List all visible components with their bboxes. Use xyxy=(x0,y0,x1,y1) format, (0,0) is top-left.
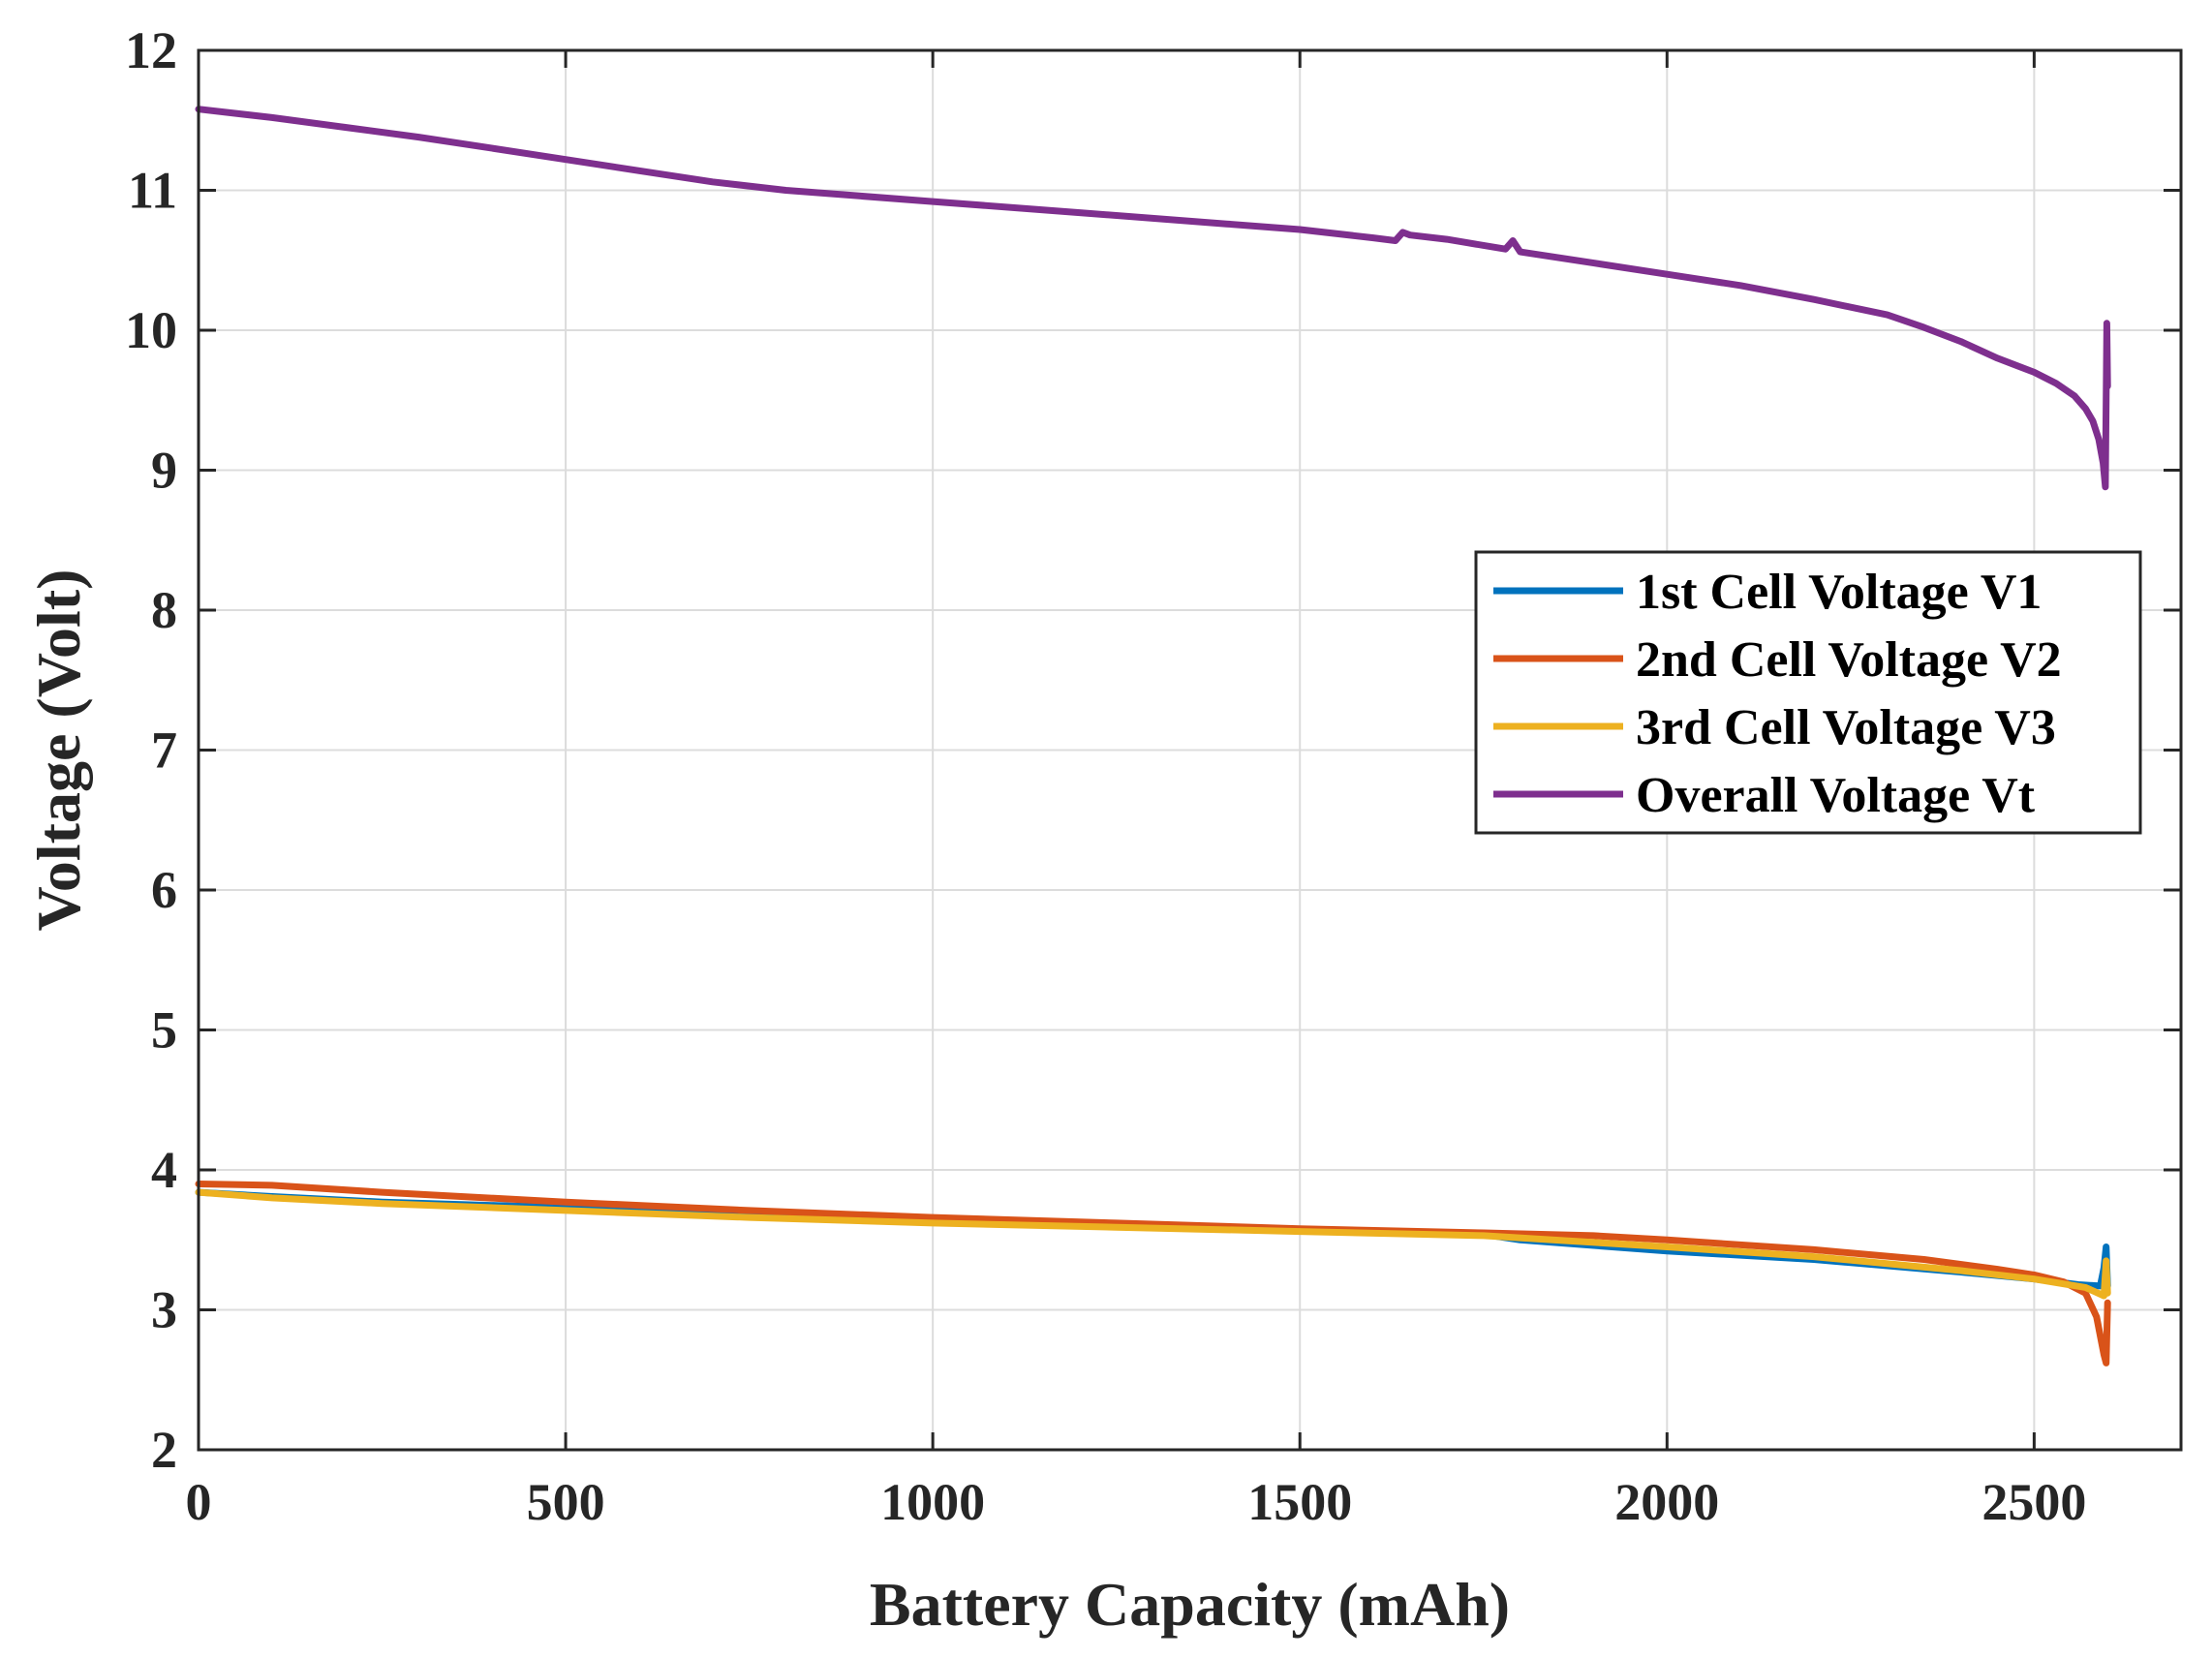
x-tick-label: 2500 xyxy=(1982,1473,2086,1531)
y-tick-label: 12 xyxy=(125,21,177,79)
y-tick-label: 8 xyxy=(151,581,177,639)
y-tick-label: 3 xyxy=(151,1281,177,1339)
y-tick-label: 7 xyxy=(151,722,177,780)
y-tick-label: 6 xyxy=(151,861,177,919)
ticks-layer: 0 500 1000 1500 2000 2500 2 3 4 5 6 7 8 9 10 11 12 xyxy=(125,21,2181,1531)
x-tick-label: 500 xyxy=(527,1473,605,1531)
legend-label: 1st Cell Voltage V1 xyxy=(1636,565,2042,620)
y-axis-label: Voltage (Volt) xyxy=(24,569,93,932)
y-tick-label: 11 xyxy=(128,162,177,220)
x-tick-label: 1000 xyxy=(880,1473,985,1531)
x-axis-label: Battery Capacity (mAh) xyxy=(870,1570,1510,1639)
series-line-2 xyxy=(195,1181,2111,1366)
legend-label: 2nd Cell Voltage V2 xyxy=(1636,632,2062,688)
legend: 1st Cell Voltage V1 2nd Cell Voltage V2 3r… xyxy=(1474,550,2142,835)
y-tick-label: 2 xyxy=(151,1421,177,1479)
y-tick-label: 9 xyxy=(151,442,177,500)
y-tick-label: 4 xyxy=(151,1141,177,1199)
series-line-3 xyxy=(195,1188,2111,1300)
x-tick-label: 2000 xyxy=(1614,1473,1719,1531)
series-line-4 xyxy=(195,106,2111,491)
y-tick-label: 5 xyxy=(151,1001,177,1059)
legend-label: Overall Voltage Vt xyxy=(1636,768,2036,823)
legend-label: 3rd Cell Voltage V3 xyxy=(1636,700,2056,755)
series-layer xyxy=(195,106,2111,1366)
x-tick-label: 1500 xyxy=(1247,1473,1352,1531)
x-tick-label: 0 xyxy=(186,1473,212,1531)
legend-box xyxy=(1474,550,2142,835)
y-tick-label: 10 xyxy=(125,301,177,359)
